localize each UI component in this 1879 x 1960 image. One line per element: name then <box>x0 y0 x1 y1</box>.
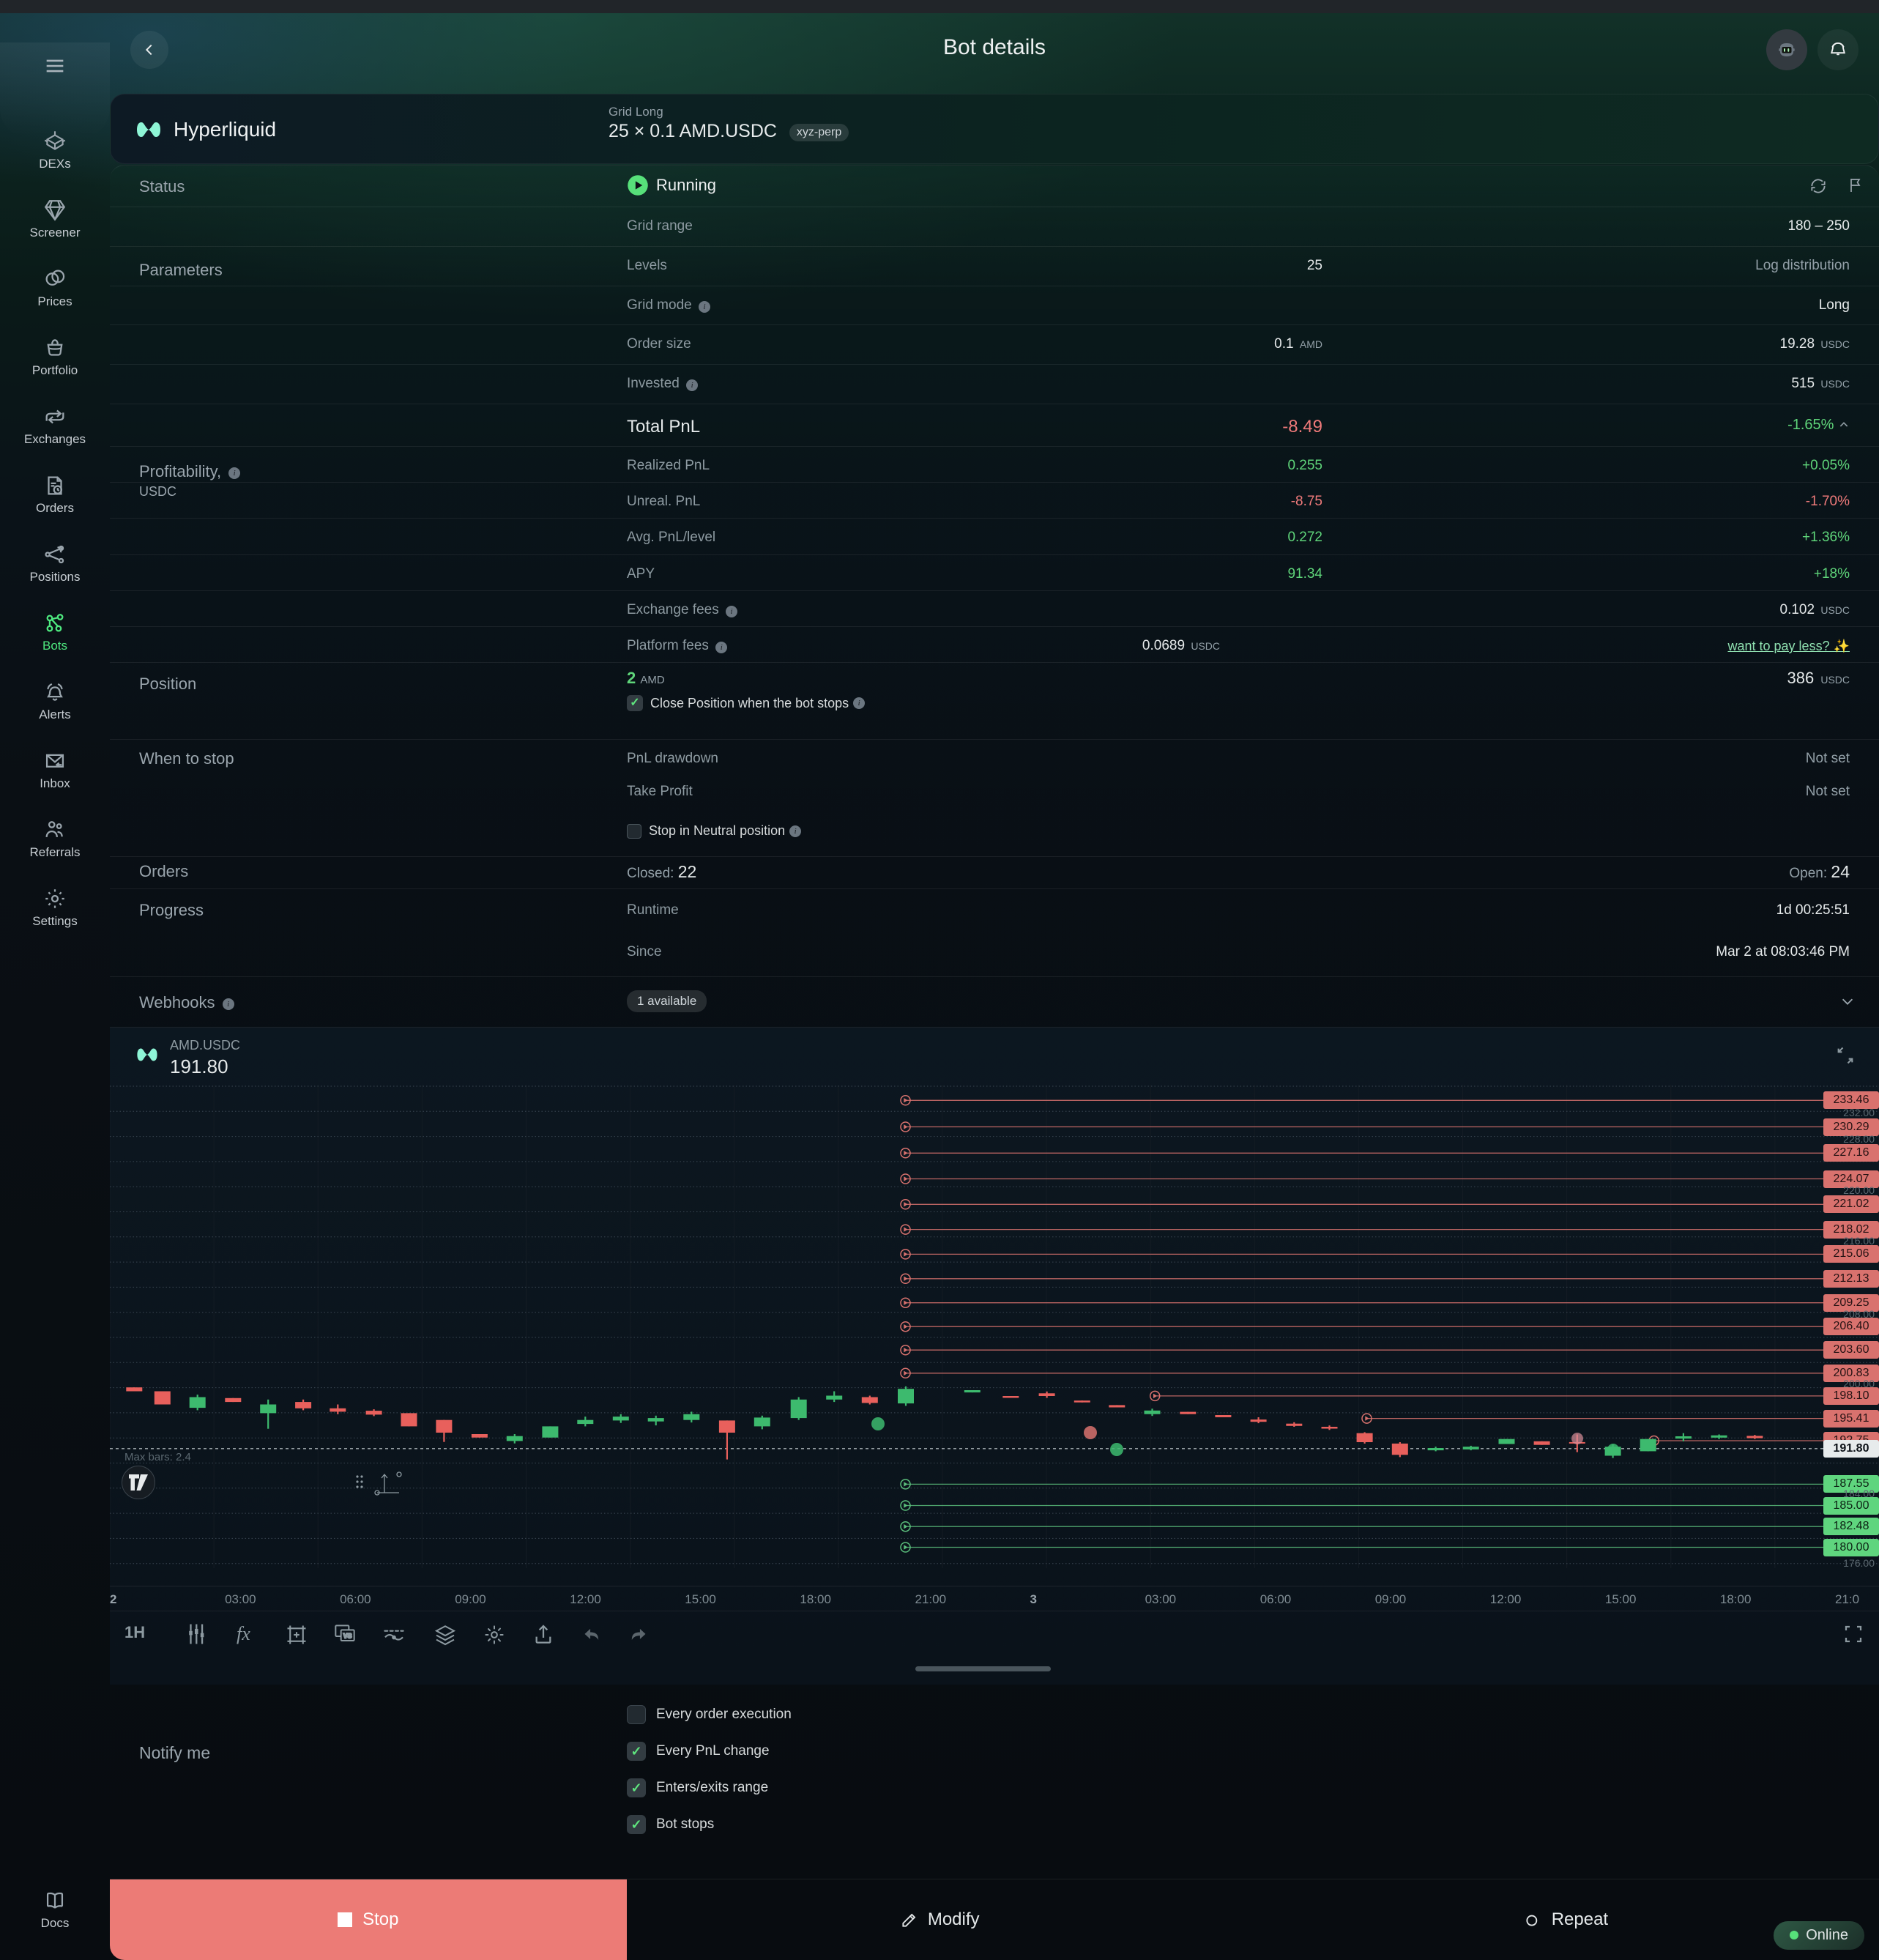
svg-text:VS: VS <box>343 1632 352 1639</box>
